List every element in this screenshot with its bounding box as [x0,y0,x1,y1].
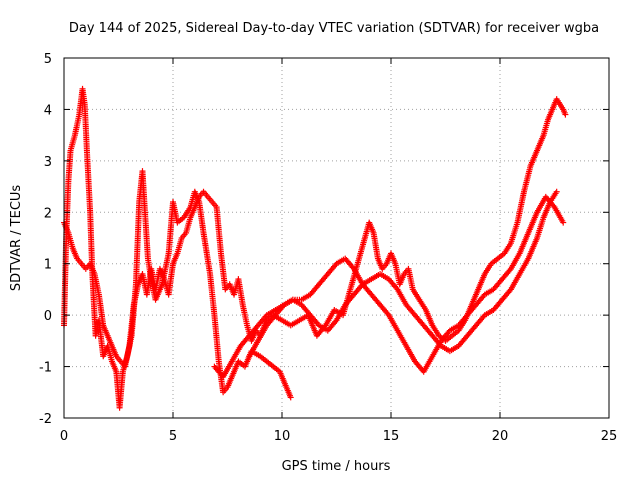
y-tick-label: 4 [44,103,52,118]
data-point-marker [287,394,294,401]
data-point-marker [562,111,569,118]
y-tick-label: -1 [39,361,52,376]
y-tick-label: 2 [44,206,52,221]
data-point-marker [553,188,560,195]
y-axis-label: SDTVAR / TECUs [9,185,24,292]
y-tick-label: 0 [44,309,52,324]
y-tick-label: 3 [44,155,52,170]
x-tick-label: 15 [383,429,400,444]
x-tick-label: 20 [492,429,509,444]
plot-frame [63,57,610,419]
y-tick-label: 1 [44,258,52,273]
y-tick-label: 5 [44,52,52,67]
x-axis-label: GPS time / hours [282,459,391,474]
y-tick-label: -2 [39,412,52,427]
axis-ticks: 0 5 10 15 20 25 -2 -1 0 1 2 3 4 5 [39,52,617,444]
x-tick-label: 25 [601,429,618,444]
series-3 [211,193,567,380]
series-2 [61,96,569,370]
data-points [61,85,569,411]
x-tick-label: 10 [274,429,291,444]
data-point-marker [560,219,567,226]
chart-title: Day 144 of 2025, Sidereal Day-to-day VTE… [69,21,599,36]
x-tick-label: 5 [169,429,177,444]
x-tick-label: 0 [60,429,68,444]
series-1 [61,85,294,411]
series-4 [246,188,560,360]
